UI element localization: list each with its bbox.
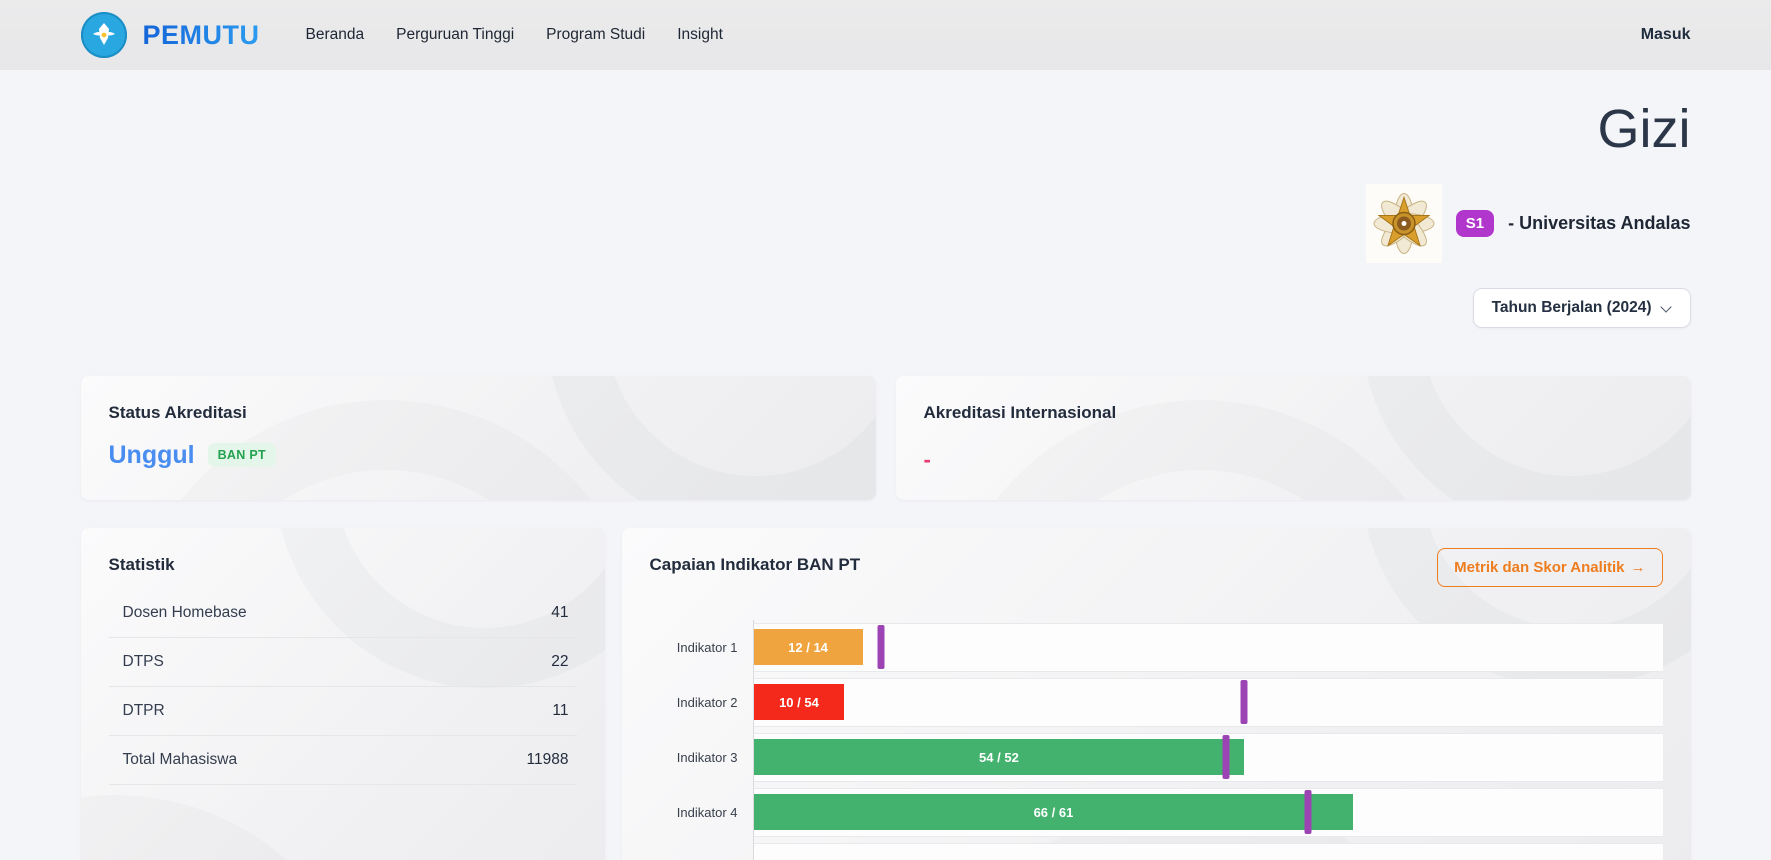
metrik-skor-analitik-button[interactable]: Metrik dan Skor Analitik → <box>1437 547 1663 587</box>
university-logo <box>1365 183 1442 263</box>
login-link[interactable]: Masuk <box>1640 26 1691 43</box>
chevron-down-icon <box>1661 300 1672 311</box>
table-row: Dosen Homebase 41 <box>108 589 577 638</box>
akreditasi-internasional-title: Akreditasi Internasional <box>923 402 1117 422</box>
table-row: Total Mahasiswa 11988 <box>108 736 577 785</box>
main-content: Gizi <box>80 70 1691 860</box>
main-nav: Beranda Perguruan Tinggi Program Studi I… <box>306 26 723 44</box>
nav-item-perguruan-tinggi[interactable]: Perguruan Tinggi <box>396 26 515 43</box>
year-selector-label: Tahun Berjalan (2024) <box>1491 298 1652 316</box>
page-title: Gizi <box>1597 99 1691 159</box>
indicator-label: Indikator 4 <box>676 804 738 820</box>
stat-label: Total Mahasiswa <box>122 750 238 768</box>
brand-name: PEMUTU <box>142 19 260 50</box>
chart-track: 10 / 54 <box>753 677 1663 727</box>
year-selector-dropdown[interactable]: Tahun Berjalan (2024) <box>1472 287 1691 328</box>
achievement-bar[interactable]: 54 / 52 <box>753 739 1245 775</box>
achievement-bar[interactable]: 66 / 61 <box>753 794 1354 830</box>
indicator-label: Indikator 1 <box>676 639 738 655</box>
statistik-card: Statistik Dosen Homebase 41 DTPS 22 DTPR… <box>80 527 605 860</box>
university-name: - Universitas Andalas <box>1508 212 1691 233</box>
indicator-label: Indikator 3 <box>676 749 738 765</box>
status-akreditasi-card: Status Akreditasi Unggul BAN PT <box>80 375 876 500</box>
capaian-indikator-title: Capaian Indikator BAN PT <box>649 554 861 574</box>
table-row: DTPS 22 <box>108 638 577 687</box>
arrow-right-icon: → <box>1630 558 1646 576</box>
chart-track: 12 / 14 <box>753 622 1663 672</box>
stat-label: Dosen Homebase <box>122 603 247 621</box>
degree-badge: S1 <box>1455 209 1495 237</box>
accreditation-cards-row: Status Akreditasi Unggul BAN PT Akredita… <box>80 375 1691 500</box>
target-marker <box>1304 790 1312 834</box>
akreditasi-internasional-card: Akreditasi Internasional - <box>895 375 1691 500</box>
target-marker <box>1240 680 1248 724</box>
chart-row: Indikator 3 54 / 52 <box>650 729 1663 785</box>
stat-value: 11988 <box>526 750 569 768</box>
stat-label: DTPS <box>122 652 164 670</box>
chart-row: Indikator 1 12 / 14 <box>650 619 1663 675</box>
stat-value: 41 <box>551 603 569 621</box>
capaian-indikator-card: Capaian Indikator BAN PT Metrik dan Skor… <box>621 527 1691 860</box>
indicator-label: Indikator 2 <box>676 694 738 710</box>
detail-cards-row: Statistik Dosen Homebase 41 DTPS 22 DTPR… <box>80 527 1691 860</box>
kemdikbud-logo-icon <box>80 12 127 58</box>
chart-row: Indikator 4 66 / 61 <box>650 784 1663 840</box>
chart-rows: Indikator 1 12 / 14 Indikator 2 10 / 54 Indi… <box>650 619 1663 860</box>
status-akreditasi-title: Status Akreditasi <box>108 402 247 422</box>
nav-item-beranda[interactable]: Beranda <box>305 26 365 43</box>
statistik-title: Statistik <box>108 554 175 574</box>
nav-item-insight[interactable]: Insight <box>677 26 723 43</box>
achievement-bar[interactable]: 10 / 54 <box>753 684 845 720</box>
ban-pt-indicator-chart: Indikator 1 12 / 14 Indikator 2 10 / 54 Indi… <box>650 619 1663 860</box>
target-marker <box>877 625 885 669</box>
statistik-table: Dosen Homebase 41 DTPS 22 DTPR 11 Total … <box>108 589 577 785</box>
brand[interactable]: PEMUTU <box>80 12 260 58</box>
navbar: PEMUTU Beranda Perguruan Tinggi Program … <box>0 0 1771 70</box>
international-accreditation-value: - <box>923 446 931 472</box>
accreditation-status-value: Unggul <box>108 440 195 469</box>
target-marker <box>1222 735 1230 779</box>
achievement-bar[interactable]: 12 / 14 <box>753 629 863 665</box>
chart-track: 66 / 61 <box>753 787 1663 837</box>
ban-pt-badge: BAN PT <box>207 443 276 467</box>
chart-row-clipped <box>650 839 1663 860</box>
stat-value: 22 <box>551 652 569 670</box>
stat-value: 11 <box>552 701 569 719</box>
chart-track: 54 / 52 <box>753 732 1663 782</box>
chart-row: Indikator 2 10 / 54 <box>650 674 1663 730</box>
hero-section: Gizi <box>81 70 1691 328</box>
university-row: S1 - Universitas Andalas <box>1365 183 1691 263</box>
nav-item-program-studi[interactable]: Program Studi <box>546 26 646 43</box>
stat-label: DTPR <box>122 701 165 719</box>
table-row: DTPR 11 <box>108 687 577 736</box>
metrik-button-label: Metrik dan Skor Analitik <box>1454 558 1625 576</box>
